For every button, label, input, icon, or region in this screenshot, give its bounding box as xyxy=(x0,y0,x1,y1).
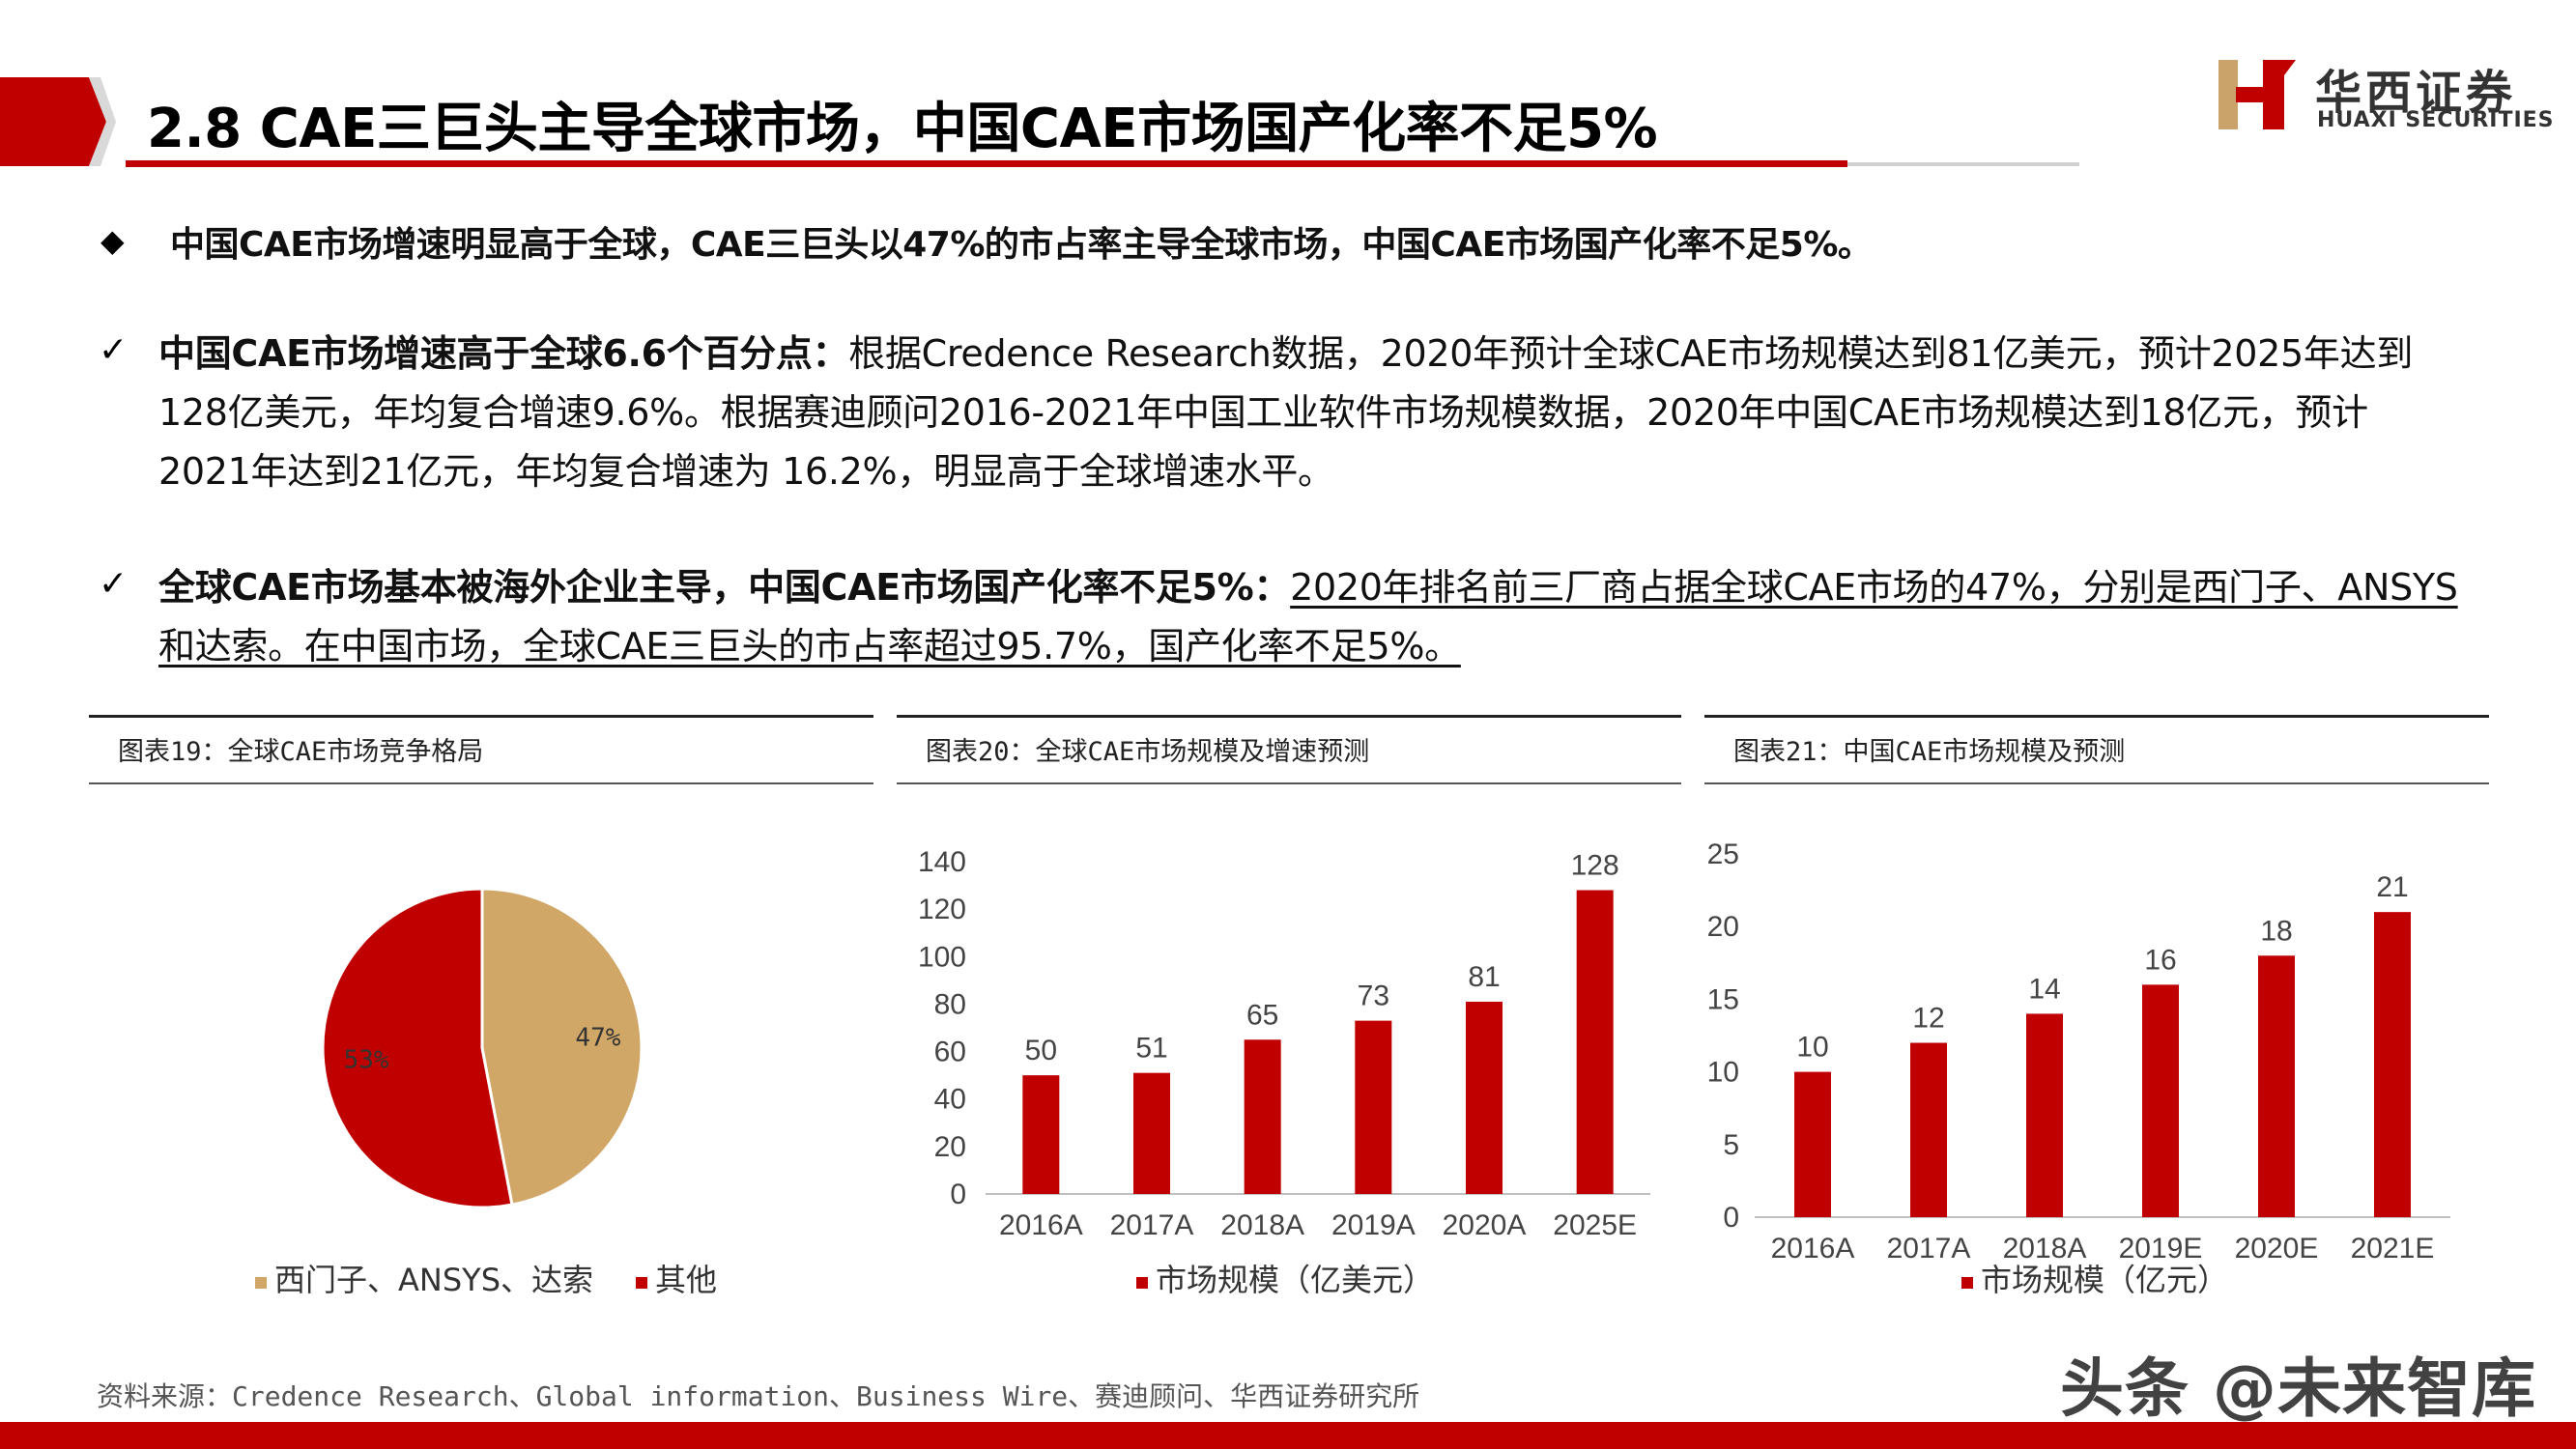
global-data-label: 128 xyxy=(1571,849,1619,881)
global-data-label: 81 xyxy=(1468,961,1500,993)
check-icon: ✓ xyxy=(99,330,129,370)
bar-chart-china: 0 5 10 15 20 25 10 2016A 12 2017A 14 2018A 16 2019E 18… xyxy=(1707,838,2450,1298)
china-ytick-label: 20 xyxy=(1707,911,1739,943)
global-ytick-label: 0 xyxy=(950,1179,966,1210)
global-data-label: 73 xyxy=(1358,980,1389,1012)
global-legend-label: 市场规模（亿美元） xyxy=(1156,1262,1434,1298)
legend-label-others: 其他 xyxy=(655,1262,717,1298)
chart-panel-21: 图表21：中国CAE市场规模及预测 0 5 10 15 20 25 10 2016A 12 201… xyxy=(1704,715,2489,1333)
china-bar xyxy=(2258,955,2295,1217)
china-legend-label: 市场规模（亿元） xyxy=(1981,1262,2228,1298)
point-1: 中国CAE市场增速高于全球6.6个百分点：根据Credence Research… xyxy=(158,325,2458,501)
chart-panel-20: 图表20：全球CAE市场规模及增速预测 0 20 40 60 80 100 120 140 50… xyxy=(897,715,1681,1333)
global-bar xyxy=(1466,1001,1503,1194)
china-ytick-label: 10 xyxy=(1707,1057,1739,1089)
china-category-label: 2021E xyxy=(2351,1233,2435,1264)
china-bar xyxy=(2026,1013,2063,1217)
china-data-label: 16 xyxy=(2144,944,2176,976)
logo-text-en: HUAXI SECURITIES xyxy=(2317,108,2555,132)
china-ytick-label: 25 xyxy=(1707,838,1739,870)
global-category-label: 2016A xyxy=(999,1209,1083,1241)
china-data-label: 14 xyxy=(2028,973,2060,1005)
china-data-label: 18 xyxy=(2260,915,2292,947)
china-bar xyxy=(1910,1042,1947,1217)
legend-swatch-big3 xyxy=(255,1277,267,1289)
pie-slice-big3 xyxy=(480,887,644,1207)
china-data-label: 21 xyxy=(2376,871,2408,903)
global-category-label: 2017A xyxy=(1110,1209,1194,1241)
watermark: 头条 @未来智库 xyxy=(2060,1351,2536,1426)
global-ytick-label: 100 xyxy=(918,941,966,973)
global-category-label: 2018A xyxy=(1220,1209,1304,1241)
huaxi-logo-icon xyxy=(2218,60,2296,129)
pie-chart: 47% 53% 西门子、ANSYS、达索 其他 xyxy=(255,887,717,1298)
point-1-heading: 中国CAE市场增速高于全球6.6个百分点： xyxy=(158,332,849,375)
legend-label-big3: 西门子、ANSYS、达索 xyxy=(274,1262,593,1298)
global-ytick-label: 120 xyxy=(918,894,966,925)
china-category-label: 2020E xyxy=(2235,1233,2319,1264)
legend-swatch-others xyxy=(636,1277,647,1289)
china-category-label: 2016A xyxy=(1771,1233,1855,1264)
global-bar xyxy=(1133,1072,1170,1194)
china-data-label: 12 xyxy=(1912,1003,1944,1035)
global-data-label: 51 xyxy=(1135,1033,1167,1065)
chart-panel-19: 图表19：全球CAE市场竞争格局 47% 53% 西门子、ANSYS、达索 其他 xyxy=(89,715,873,1333)
china-category-label: 2017A xyxy=(1887,1233,1971,1264)
pie-slice-others xyxy=(321,887,514,1209)
global-bar xyxy=(1576,890,1614,1194)
check-icon: ✓ xyxy=(99,564,129,604)
global-ytick-label: 140 xyxy=(918,846,966,878)
global-category-label: 2025E xyxy=(1553,1209,1637,1241)
china-ytick-label: 15 xyxy=(1707,983,1739,1015)
chart-20-title: 图表20：全球CAE市场规模及增速预测 xyxy=(926,737,1370,767)
point-2: 全球CAE市场基本被海外企业主导，中国CAE市场国产化率不足5%：2020年排名… xyxy=(158,558,2458,676)
chart-19-title: 图表19：全球CAE市场竞争格局 xyxy=(118,737,484,767)
global-data-label: 50 xyxy=(1025,1035,1057,1066)
global-category-label: 2020A xyxy=(1443,1209,1527,1241)
global-ytick-label: 80 xyxy=(934,988,966,1020)
chart-21-title: 图表21：中国CAE市场规模及预测 xyxy=(1733,737,2126,767)
point-2-heading: 全球CAE市场基本被海外企业主导，中国CAE市场国产化率不足5%： xyxy=(158,566,1291,609)
title-underline xyxy=(126,160,1847,167)
pie-label-others: 53% xyxy=(344,1045,389,1074)
source-note: 资料来源：Credence Research、Global informatio… xyxy=(97,1380,1420,1412)
logo-text-cn: 华西证券 xyxy=(2315,66,2517,120)
global-bar xyxy=(1022,1075,1060,1194)
global-bar xyxy=(1355,1020,1392,1194)
point-1-body: 根据Credence Research数据，2020年预计全球CAE市场规模达到… xyxy=(158,332,2414,493)
china-ytick-label: 0 xyxy=(1723,1202,1739,1234)
page-title: 2.8 CAE三巨头主导全球市场，中国CAE市场国产化率不足5% xyxy=(147,98,1658,160)
china-ytick-label: 5 xyxy=(1723,1129,1739,1161)
global-legend-swatch xyxy=(1136,1277,1148,1289)
footer-bar xyxy=(0,1422,2576,1449)
summary-text: 中国CAE市场增速明显高于全球，CAE三巨头以47%的市占率主导全球市场，中国C… xyxy=(170,225,1873,265)
china-category-label: 2019E xyxy=(2119,1233,2203,1264)
china-data-label: 10 xyxy=(1796,1032,1828,1064)
global-category-label: 2019A xyxy=(1331,1209,1416,1241)
global-ytick-label: 60 xyxy=(934,1037,966,1068)
header-tab-shape xyxy=(0,77,116,166)
china-bar xyxy=(1794,1071,1831,1217)
point-2-body: 2020年排名前三厂商占据全球CAE市场的47%，分别是西门子、ANSYS和达索… xyxy=(158,566,2458,668)
china-bar xyxy=(2374,912,2411,1217)
china-category-label: 2018A xyxy=(2003,1233,2087,1264)
diamond-bullet-icon: ◆ xyxy=(100,222,125,259)
global-bar xyxy=(1244,1039,1281,1194)
global-data-label: 65 xyxy=(1246,999,1278,1031)
global-ytick-label: 40 xyxy=(934,1084,966,1116)
global-ytick-label: 20 xyxy=(934,1131,966,1163)
china-legend-swatch xyxy=(1961,1277,1973,1289)
title-underline-grey xyxy=(1847,162,2079,166)
china-bar xyxy=(2142,984,2179,1217)
pie-label-big3: 47% xyxy=(575,1024,620,1053)
bar-chart-global: 0 20 40 60 80 100 120 140 50 2016A 51 2017A 65 2018A 7… xyxy=(918,846,1650,1298)
